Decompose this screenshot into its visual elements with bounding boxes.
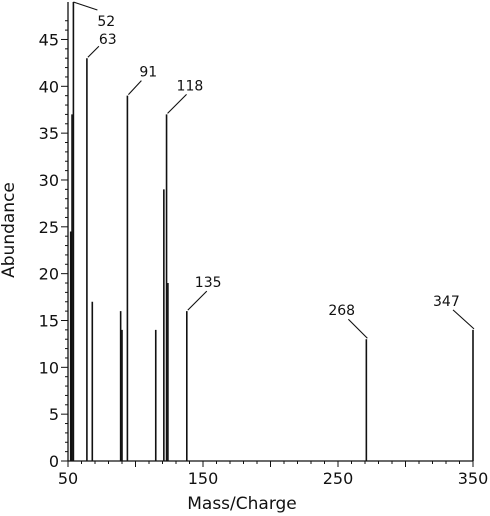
peaks [69,2,474,461]
y-tick-label: 30 [39,171,59,190]
x-axis-label: Mass/Charge [187,494,297,514]
annotation-leader-line [452,309,475,330]
y-tick-label: 45 [39,30,59,49]
annotation-leader-line [87,45,100,58]
x-tick-label: 150 [188,469,219,488]
y-tick-label: 20 [39,265,59,284]
y-tick-label: 40 [39,77,59,96]
axes: 0 5 10 15 20 25 30 35 40 45 50 150 250 350 [39,2,489,488]
peak-annotation-label: 63 [99,32,117,48]
annotation-leader-line [167,94,187,114]
annotation-leader-line [347,318,368,339]
peak-annotation-label: 52 [97,14,115,30]
annotation-leader-line [127,80,142,96]
y-tick-label: 35 [39,124,59,143]
y-tick-label: 15 [39,311,59,330]
x-tick-label: 50 [58,469,78,488]
peak-annotation-label: 268 [328,303,355,319]
annotation-leader-line [73,1,98,11]
y-tick-label: 10 [39,358,59,377]
y-tick-label: 25 [39,218,59,237]
peak-annotations: 52 63 91 118 135 268 347 [73,1,475,339]
y-tick-label: 0 [49,452,59,471]
y-tick-label: 5 [49,405,59,424]
peak-annotation-label: 118 [177,78,204,94]
peak-annotation-label: 135 [195,275,222,291]
annotation-leader-line [187,290,208,311]
y-axis-label: Abundance [0,182,19,278]
x-tick-label: 250 [323,469,354,488]
x-tick-label: 350 [458,469,489,488]
peak-annotation-label: 347 [433,294,460,310]
peak-annotation-label: 91 [139,65,157,81]
